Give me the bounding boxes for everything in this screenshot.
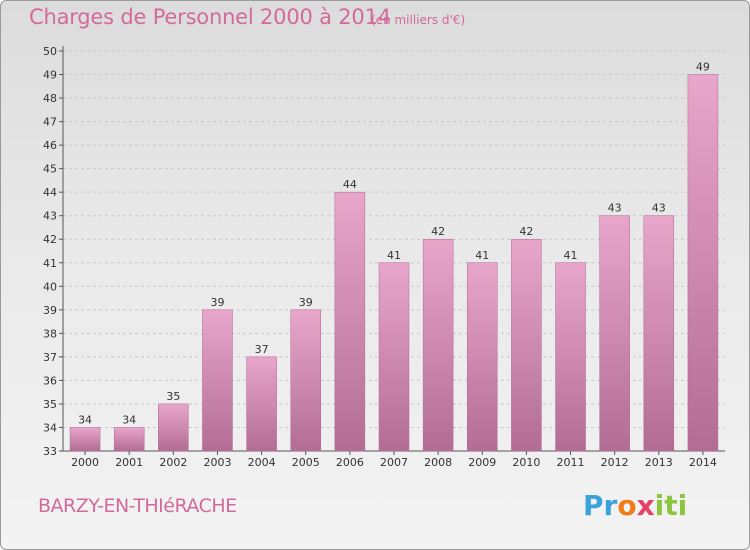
y-tick-label: 42	[43, 233, 57, 246]
x-tick-label: 2005	[292, 456, 320, 469]
bars	[69, 74, 719, 452]
bar	[555, 262, 586, 452]
x-tick-label: 2009	[468, 456, 496, 469]
x-tick-label: 2004	[248, 456, 276, 469]
bar	[378, 262, 410, 452]
y-tick-label: 41	[43, 257, 57, 270]
bar-value-label: 41	[475, 249, 489, 262]
bar-value-label: 39	[299, 296, 313, 309]
bar-value-label: 43	[608, 202, 622, 215]
y-tick-label: 37	[43, 351, 57, 364]
bar	[246, 356, 277, 452]
x-tick-label: 2012	[601, 456, 629, 469]
bar	[69, 427, 101, 452]
y-tick-label: 34	[43, 421, 57, 434]
bar	[334, 191, 366, 452]
bar-value-label: 37	[255, 343, 269, 356]
y-tick-label: 50	[43, 45, 57, 58]
bar-value-label: 39	[210, 296, 224, 309]
bar	[158, 403, 189, 452]
y-tick-label: 36	[43, 374, 57, 387]
bar-value-label: 42	[431, 225, 445, 238]
x-tick-label: 2011	[557, 456, 585, 469]
y-tick-label: 43	[43, 210, 57, 223]
bar-value-label: 43	[652, 202, 666, 215]
proxiti-logo: Proxiti	[583, 489, 687, 522]
bar	[599, 215, 630, 452]
bar-value-label: 34	[78, 413, 92, 426]
x-tick-label: 2003	[203, 456, 231, 469]
value-labels: 34 34 35 39 37 39 44 41 42 41 42 41 43 43 49	[78, 61, 710, 427]
x-tick-label: 2000	[71, 456, 99, 469]
bar-value-label: 34	[122, 413, 136, 426]
bar-value-label: 44	[343, 178, 357, 191]
bar	[113, 427, 145, 452]
y-tick-label: 39	[43, 304, 57, 317]
logo-part-2: o	[617, 489, 637, 522]
bar-value-label: 41	[387, 249, 401, 262]
y-tick-label: 48	[43, 92, 57, 105]
x-tick-label: 2010	[512, 456, 540, 469]
y-tick-label: 33	[43, 445, 57, 458]
x-tick-label: 2013	[645, 456, 673, 469]
y-tick-label: 49	[43, 69, 57, 82]
bar-value-label: 41	[564, 249, 578, 262]
y-tick-label: 40	[43, 280, 57, 293]
bar	[290, 309, 321, 452]
x-tick-label: 2001	[115, 456, 143, 469]
bar-value-label: 49	[696, 61, 710, 74]
y-tick-labels: 33 34 35 36 37 38 39 40 41 42 43 44 45 46 47 48 49 50	[43, 45, 57, 458]
bar	[687, 74, 719, 452]
bar	[643, 215, 675, 452]
x-tick-labels: 2000 2001 2002 2003 2004 2005 2006 2007 2008 2009…	[71, 456, 717, 469]
bar-value-label: 42	[519, 225, 533, 238]
bar-value-label: 35	[166, 390, 180, 403]
bar	[467, 262, 498, 452]
logo-part-4: iti	[654, 489, 688, 522]
bar	[202, 309, 233, 452]
y-tick-label: 45	[43, 163, 57, 176]
x-tick-label: 2007	[380, 456, 408, 469]
chart-title: Charges de Personnel 2000 à 2014	[29, 5, 391, 29]
y-tick-label: 46	[43, 139, 57, 152]
logo-part-3: x	[636, 489, 655, 522]
commune-name: BARZY-EN-THIéRACHE	[38, 495, 237, 517]
y-tick-label: 38	[43, 327, 57, 340]
y-tick-label: 35	[43, 398, 57, 411]
chart-unit: (en milliers d'€)	[371, 13, 466, 27]
x-tick-label: 2006	[336, 456, 364, 469]
x-tick-label: 2002	[159, 456, 187, 469]
x-tick-label: 2014	[689, 456, 717, 469]
y-tick-label: 47	[43, 116, 57, 129]
x-tick-label: 2008	[424, 456, 452, 469]
logo-part-1: Pr	[583, 489, 618, 522]
bar	[422, 238, 454, 452]
bar	[511, 238, 542, 452]
y-tick-label: 44	[43, 186, 57, 199]
